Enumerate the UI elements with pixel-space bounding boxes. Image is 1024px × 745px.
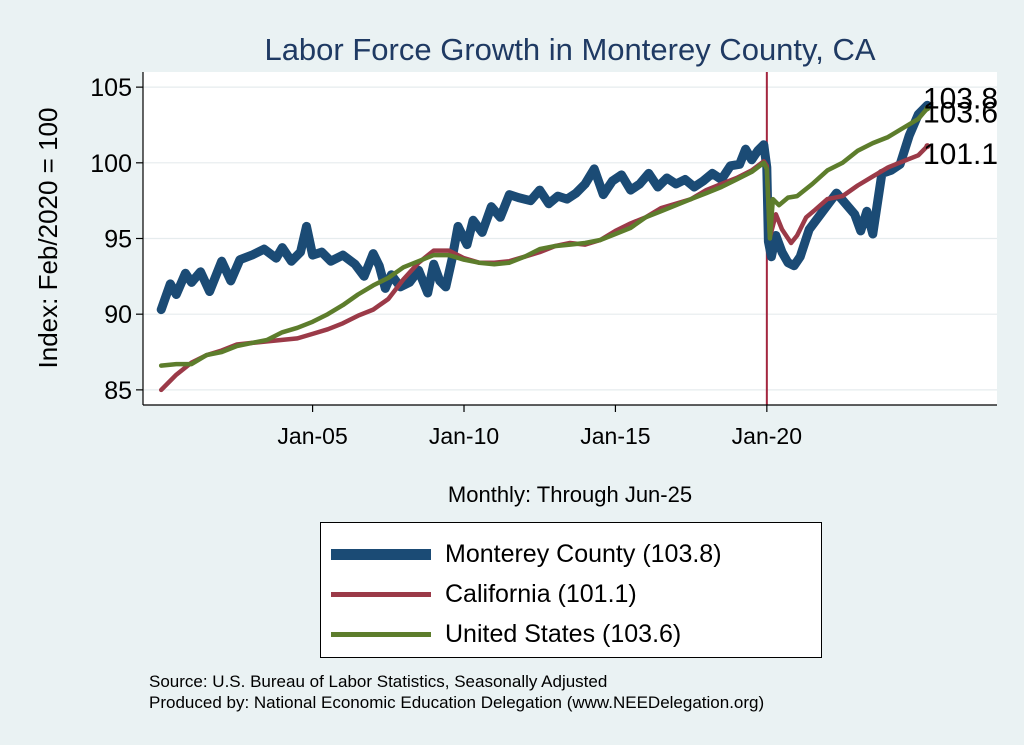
- legend: Monterey County (103.8) California (101.…: [320, 522, 822, 658]
- series-line-united-states: [158, 106, 930, 368]
- source-note: Source: U.S. Bureau of Labor Statistics,…: [149, 672, 608, 691]
- end-label-monterey-county: 103.8: [923, 82, 998, 115]
- y-tick-label-90: 90: [104, 301, 132, 329]
- end-label-california: 101.1: [923, 138, 998, 171]
- y-tick-label-95: 95: [104, 226, 132, 254]
- y-tick-label-100: 100: [90, 150, 132, 178]
- x-ticks: Jan-05 Jan-10 Jan-15 Jan-20: [277, 405, 802, 449]
- legend-label-california: California (101.1): [445, 579, 637, 608]
- y-tick-label-85: 85: [104, 377, 132, 405]
- legend-swatch-united-states: [331, 631, 431, 637]
- end-label-united-states: 103.6: [923, 96, 998, 129]
- series-end-marker-california: [924, 143, 931, 150]
- series-end-marker-united-states: [924, 105, 931, 112]
- x-axis-label: Monthly: Through Jun-25: [448, 482, 692, 507]
- legend-item-california: California (101.1): [331, 574, 637, 614]
- x-tick-label-jan-15: Jan-15: [580, 423, 650, 449]
- x-tick-label-jan-10: Jan-10: [429, 423, 499, 449]
- y-ticks: 85 90 95 100 105: [90, 74, 143, 405]
- chart-title: Labor Force Growth in Monterey County, C…: [264, 32, 875, 67]
- legend-swatch-california: [331, 591, 431, 597]
- x-tick-label-jan-20: Jan-20: [732, 423, 802, 449]
- producer-note: Produced by: National Economic Education…: [149, 693, 765, 712]
- grid-lines: [143, 86, 997, 391]
- y-axis-label: Index: Feb/2020 = 100: [33, 108, 63, 369]
- legend-label-monterey: Monterey County (103.8): [445, 539, 722, 568]
- legend-label-united-states: United States (103.6): [445, 619, 682, 648]
- y-tick-label-105: 105: [90, 74, 132, 102]
- x-tick-label-jan-05: Jan-05: [277, 423, 347, 449]
- end-labels: 103.8 101.1 103.6: [923, 82, 998, 171]
- legend-item-united-states: United States (103.6): [331, 614, 681, 654]
- series-line-monterey-county: [156, 100, 932, 315]
- legend-swatch-monterey: [331, 548, 431, 560]
- legend-item-monterey: Monterey County (103.8): [331, 534, 722, 574]
- series-group: [156, 100, 932, 393]
